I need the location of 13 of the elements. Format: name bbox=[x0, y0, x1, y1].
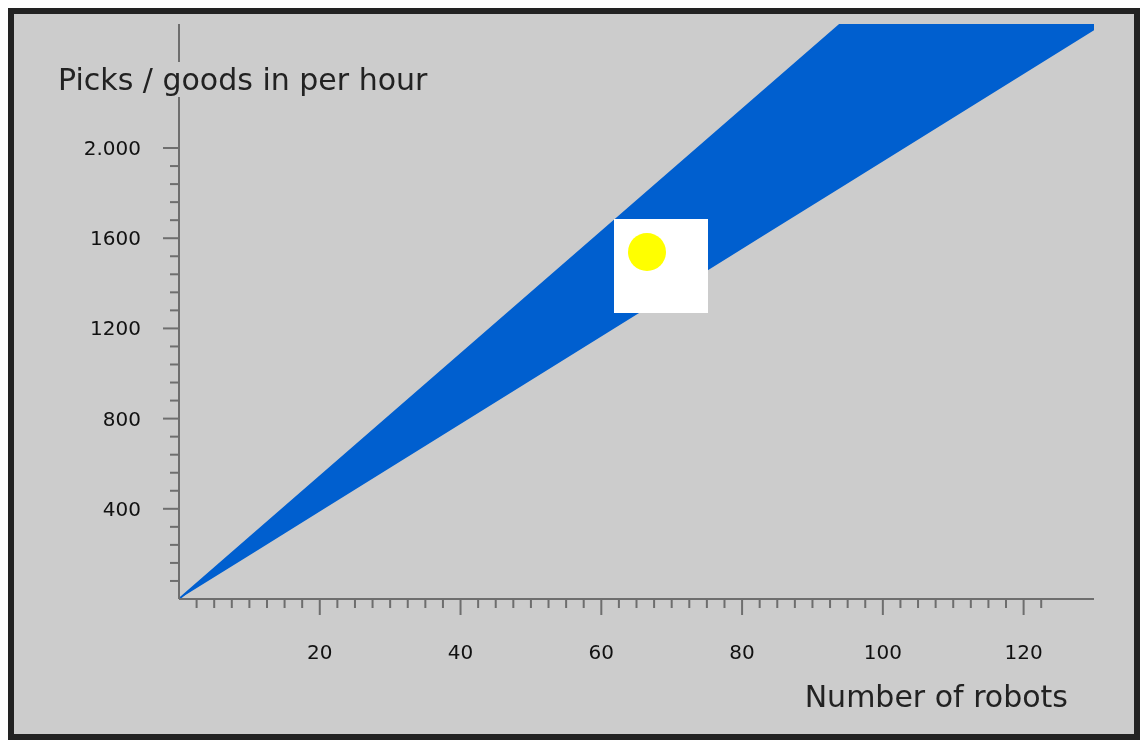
x-tick-label: 60 bbox=[588, 640, 615, 664]
y-tick-label: 1200 bbox=[90, 316, 141, 341]
x-tick-label: 40 bbox=[447, 640, 474, 664]
x-axis-title: Number of robots bbox=[804, 679, 1068, 714]
y-axis-title: Picks / goods in per hour bbox=[54, 62, 432, 97]
x-tick-label: 80 bbox=[729, 640, 755, 664]
x-tick-label: 100 bbox=[863, 640, 902, 664]
x-tick-label: 120 bbox=[1004, 640, 1043, 664]
y-tick-label: 400 bbox=[102, 496, 141, 521]
x-tick-label: 20 bbox=[307, 640, 333, 664]
y-tick-label: 2.000 bbox=[83, 136, 141, 161]
y-tick-label: 1600 bbox=[90, 226, 141, 251]
y-tick-label: 800 bbox=[102, 406, 141, 431]
